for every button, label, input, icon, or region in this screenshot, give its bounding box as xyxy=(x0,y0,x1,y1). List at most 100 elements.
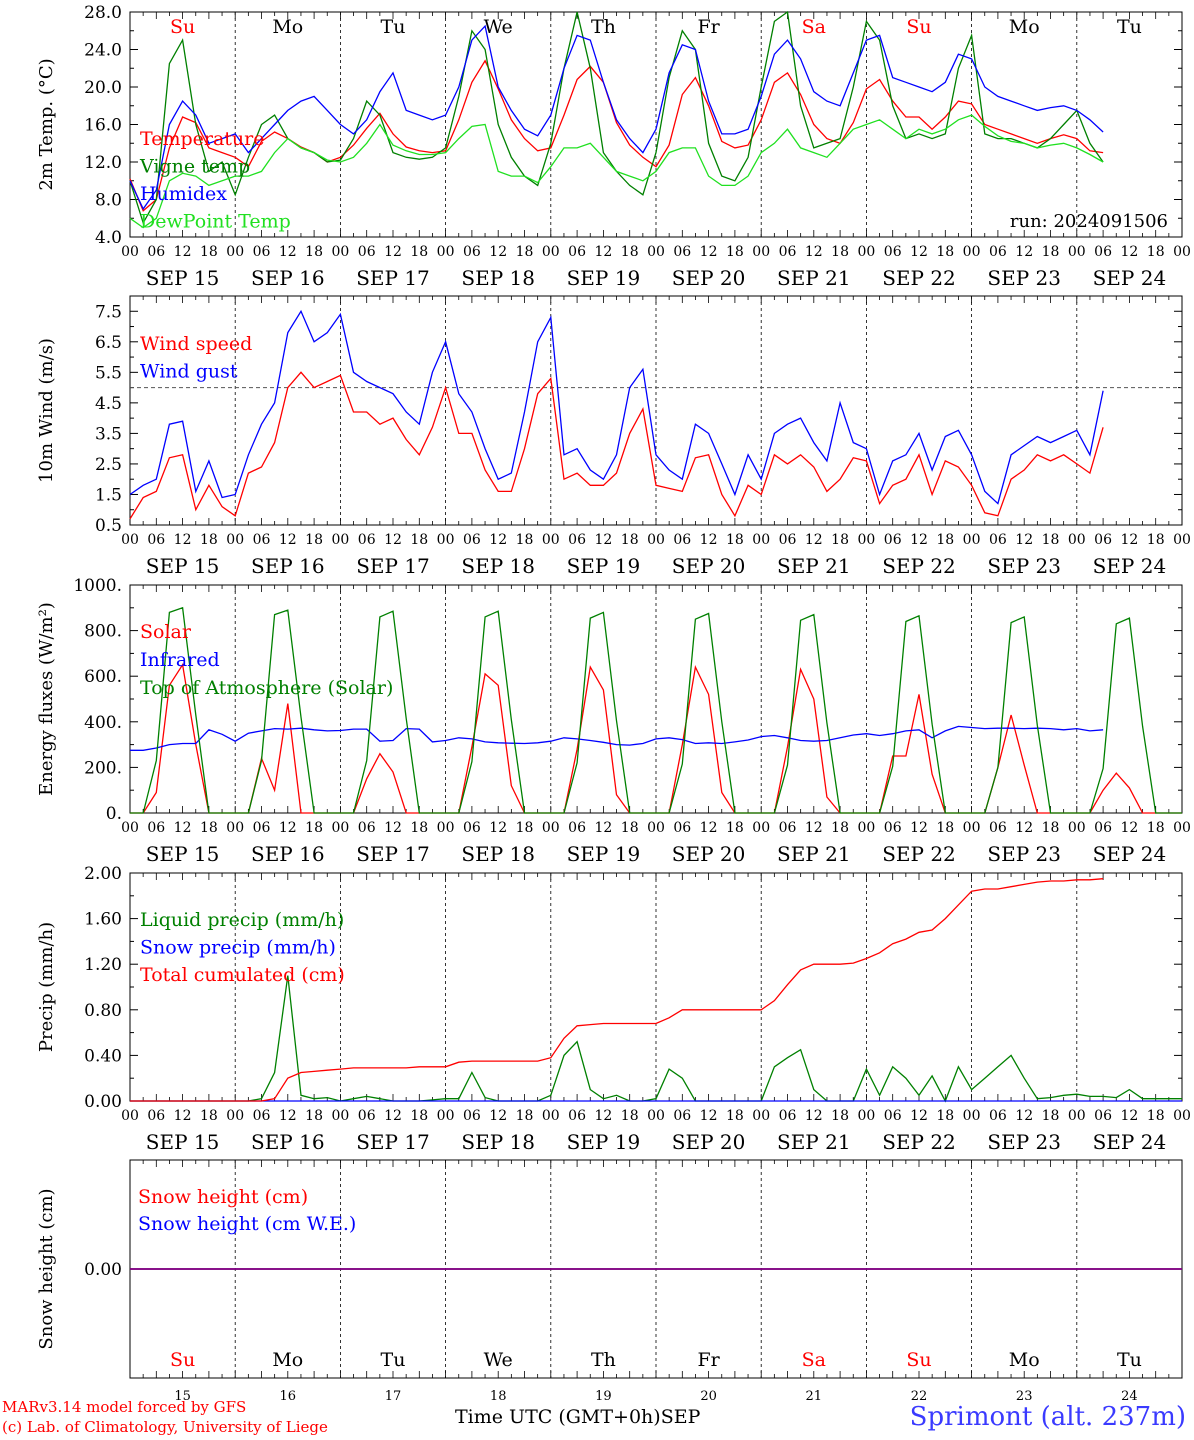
hour-label: 12 xyxy=(1120,820,1138,836)
hour-label: 18 xyxy=(936,820,954,836)
hour-label: 06 xyxy=(253,532,271,548)
date-label: SEP 15 xyxy=(146,266,220,290)
legend-item: Liquid precip (mm/h) xyxy=(140,909,344,931)
hour-label: 12 xyxy=(489,1108,507,1124)
y-tick-label: 1000. xyxy=(73,576,122,596)
y-tick-label: 16.0 xyxy=(84,116,122,136)
hour-label: 12 xyxy=(489,532,507,548)
series-line-top-of-atmosphere-solar xyxy=(130,606,1182,814)
day-number: 21 xyxy=(806,1389,823,1404)
y-tick-label: 7.5 xyxy=(95,302,122,322)
hour-label: 00 xyxy=(331,532,349,548)
date-label: SEP 19 xyxy=(567,554,641,578)
y-tick-label: 24.0 xyxy=(84,41,122,61)
y-axis-label: 10m Wind (m/s) xyxy=(36,338,57,483)
day-name-top: Mo xyxy=(1009,16,1040,38)
hour-label: 00 xyxy=(963,1108,981,1124)
date-label: SEP 20 xyxy=(672,842,746,866)
hour-label: 18 xyxy=(200,1108,218,1124)
hour-label: 00 xyxy=(437,532,455,548)
day-name-bottom: Mo xyxy=(272,1349,303,1371)
hour-label: 00 xyxy=(1173,244,1191,260)
hour-label: 06 xyxy=(147,1108,165,1124)
hour-label: 06 xyxy=(463,244,481,260)
hour-label: 18 xyxy=(831,244,849,260)
y-tick-label: 4.0 xyxy=(95,228,122,248)
y-axis-label: Precip (mm/h) xyxy=(36,922,57,1052)
legend-item: DewPoint Temp xyxy=(140,211,291,233)
y-tick-label: 1.5 xyxy=(95,485,122,505)
hour-label: 00 xyxy=(437,1108,455,1124)
date-label: SEP 15 xyxy=(146,842,220,866)
hour-label: 18 xyxy=(621,1108,639,1124)
hour-label: 12 xyxy=(805,532,823,548)
hour-label: 00 xyxy=(226,820,244,836)
hour-label: 06 xyxy=(253,1108,271,1124)
series-line-temperature xyxy=(129,59,1104,212)
hour-label: 06 xyxy=(147,532,165,548)
y-tick-label: 200. xyxy=(84,758,122,778)
series-line-wind-speed xyxy=(129,371,1104,520)
hour-label: 06 xyxy=(779,1108,797,1124)
day-number: 22 xyxy=(911,1389,928,1404)
hour-label: 06 xyxy=(989,532,1007,548)
hour-label: 18 xyxy=(305,532,323,548)
date-label: SEP 23 xyxy=(987,266,1061,290)
hour-label: 00 xyxy=(226,532,244,548)
y-axis-label: Energy fluxes (W/m²) xyxy=(36,602,57,796)
hour-label: 00 xyxy=(542,820,560,836)
hour-label: 00 xyxy=(121,244,139,260)
legend-item: Humidex xyxy=(140,183,227,205)
hour-label: 00 xyxy=(437,820,455,836)
day-number: 17 xyxy=(385,1389,402,1404)
date-label: SEP 23 xyxy=(987,1130,1061,1154)
hour-label: 06 xyxy=(673,820,691,836)
y-tick-label: 8.0 xyxy=(95,191,122,211)
hour-label: 00 xyxy=(331,820,349,836)
day-name-bottom: Sa xyxy=(802,1349,826,1371)
hour-label: 12 xyxy=(1015,532,1033,548)
day-number: 24 xyxy=(1121,1389,1138,1404)
date-label: SEP 23 xyxy=(987,842,1061,866)
hour-label: 06 xyxy=(358,244,376,260)
hour-label: 00 xyxy=(647,820,665,836)
date-label: SEP 16 xyxy=(251,266,325,290)
day-name-top: Tu xyxy=(1117,16,1142,38)
legend-item: Wind speed xyxy=(140,333,252,355)
date-label: SEP 24 xyxy=(1093,842,1167,866)
hour-label: 18 xyxy=(936,244,954,260)
hour-label: 12 xyxy=(174,820,192,836)
hour-label: 12 xyxy=(279,244,297,260)
day-name-top: Sa xyxy=(802,16,826,38)
hour-label: 06 xyxy=(463,820,481,836)
hour-label: 18 xyxy=(1147,244,1165,260)
date-label: SEP 23 xyxy=(987,554,1061,578)
day-name-top: Th xyxy=(591,16,616,38)
hour-label: 12 xyxy=(594,244,612,260)
hour-label: 06 xyxy=(673,1108,691,1124)
hour-label: 06 xyxy=(779,820,797,836)
day-name-top: Su xyxy=(906,16,931,38)
y-tick-label: 1.60 xyxy=(84,910,122,930)
date-label: SEP 24 xyxy=(1093,554,1167,578)
hour-label: 12 xyxy=(174,532,192,548)
hour-label: 12 xyxy=(1120,532,1138,548)
date-label: SEP 20 xyxy=(672,1130,746,1154)
series-line-infrared xyxy=(130,725,1104,751)
hour-label: 18 xyxy=(1042,244,1060,260)
panel-frame xyxy=(129,11,1183,238)
legend-item: Solar xyxy=(140,621,192,643)
hour-label: 18 xyxy=(1042,532,1060,548)
day-name-bottom: Su xyxy=(170,1349,195,1371)
hour-label: 18 xyxy=(200,820,218,836)
hour-label: 18 xyxy=(200,532,218,548)
hour-label: 18 xyxy=(726,244,744,260)
panel-3 xyxy=(129,584,1183,814)
legend-item: Snow height (cm) xyxy=(138,1186,308,1208)
hour-label: 00 xyxy=(963,244,981,260)
date-label: SEP 17 xyxy=(356,554,430,578)
date-label: SEP 17 xyxy=(356,1130,430,1154)
hour-label: 12 xyxy=(910,244,928,260)
hour-label: 12 xyxy=(384,1108,402,1124)
date-label: SEP 19 xyxy=(567,1130,641,1154)
